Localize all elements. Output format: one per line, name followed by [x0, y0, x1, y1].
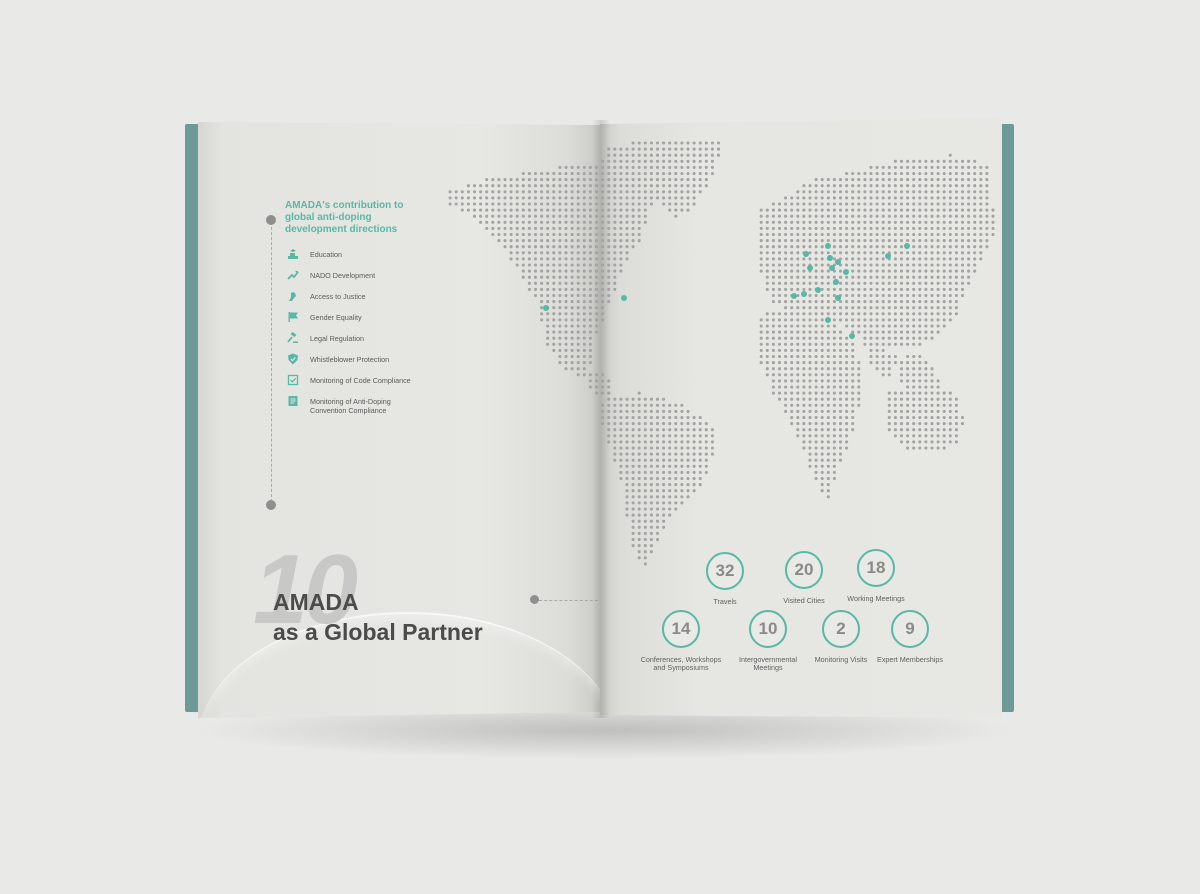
- connector-dot: [530, 595, 539, 604]
- checkbox-icon: [287, 374, 299, 386]
- direction-label: Monitoring of Anti-Doping Convention Com…: [310, 397, 391, 415]
- book-gutter: [592, 120, 610, 718]
- stat-monitoring-visits: 2 Monitoring Visits: [808, 610, 874, 664]
- stat-label: Visited Cities: [783, 596, 825, 605]
- stat-expert-memberships: 9 Expert Memberships: [870, 610, 950, 664]
- direction-label: Whistleblower Protection: [310, 355, 390, 364]
- stat-value: 14: [662, 610, 700, 648]
- direction-item: Education: [287, 248, 425, 269]
- decorative-arc: [198, 612, 600, 718]
- direction-item: Whistleblower Protection: [287, 353, 425, 374]
- page-title-line2: as a Global Partner: [273, 619, 483, 645]
- left-page: AMADA's contribution to global anti-dopi…: [198, 122, 600, 718]
- stat-value: 2: [822, 610, 860, 648]
- stat-label: Monitoring Visits: [814, 655, 868, 664]
- timeline-dot-bottom: [266, 500, 276, 510]
- direction-label: Access to Justice: [310, 292, 366, 301]
- shield-icon: [288, 353, 298, 365]
- stat-label: Conferences, Workshops and Symposiums: [640, 655, 722, 672]
- stat-label: Working Meetings: [847, 594, 905, 603]
- page-title-line1: AMADA: [273, 589, 359, 615]
- trend-up-icon: [287, 271, 299, 280]
- direction-item: NADO Development: [287, 269, 425, 290]
- timeline-line: [271, 222, 272, 502]
- flag-icon: [288, 312, 298, 322]
- direction-item: Gender Equality: [287, 311, 425, 332]
- direction-label: Monitoring of Code Compliance: [310, 376, 411, 385]
- stat-intergovernmental: 10 Intergovernmental Meetings: [734, 610, 802, 672]
- direction-item: Access to Justice: [287, 290, 425, 311]
- stat-value: 18: [857, 549, 895, 587]
- timeline-dot-top: [266, 215, 276, 225]
- stat-conferences: 14 Conferences, Workshops and Symposiums: [638, 610, 724, 672]
- stat-travels: 32 Travels: [700, 552, 750, 606]
- stat-value: 9: [891, 610, 929, 648]
- hand-icon: [289, 292, 296, 301]
- direction-label: Education: [310, 250, 342, 259]
- stat-label: Expert Memberships: [877, 655, 943, 664]
- stat-value: 32: [706, 552, 744, 590]
- direction-item: Monitoring of Code Compliance: [287, 374, 425, 395]
- direction-label: Legal Regulation: [310, 334, 364, 343]
- direction-label: NADO Development: [310, 271, 376, 280]
- stat-label: Travels: [713, 597, 737, 606]
- stat-working-meetings: 18 Working Meetings: [836, 549, 916, 603]
- page-number: 10: [253, 534, 358, 644]
- stat-value: 20: [785, 551, 823, 589]
- stat-label: Intergovernmental Meetings: [739, 655, 797, 672]
- connector-line: [534, 600, 600, 601]
- direction-label: Gender Equality: [310, 313, 362, 322]
- directions-list: Education NADO Development Access to Jus…: [287, 248, 425, 421]
- direction-item: Legal Regulation: [287, 332, 425, 353]
- document-icon: [288, 396, 298, 406]
- education-icon: [288, 249, 298, 259]
- gavel-icon: [287, 332, 298, 343]
- section-heading: AMADA's contribution to global anti-dopi…: [285, 200, 404, 235]
- stat-visited-cities: 20 Visited Cities: [768, 551, 840, 605]
- stat-value: 10: [749, 610, 787, 648]
- direction-item: Monitoring of Anti-Doping Convention Com…: [287, 395, 425, 421]
